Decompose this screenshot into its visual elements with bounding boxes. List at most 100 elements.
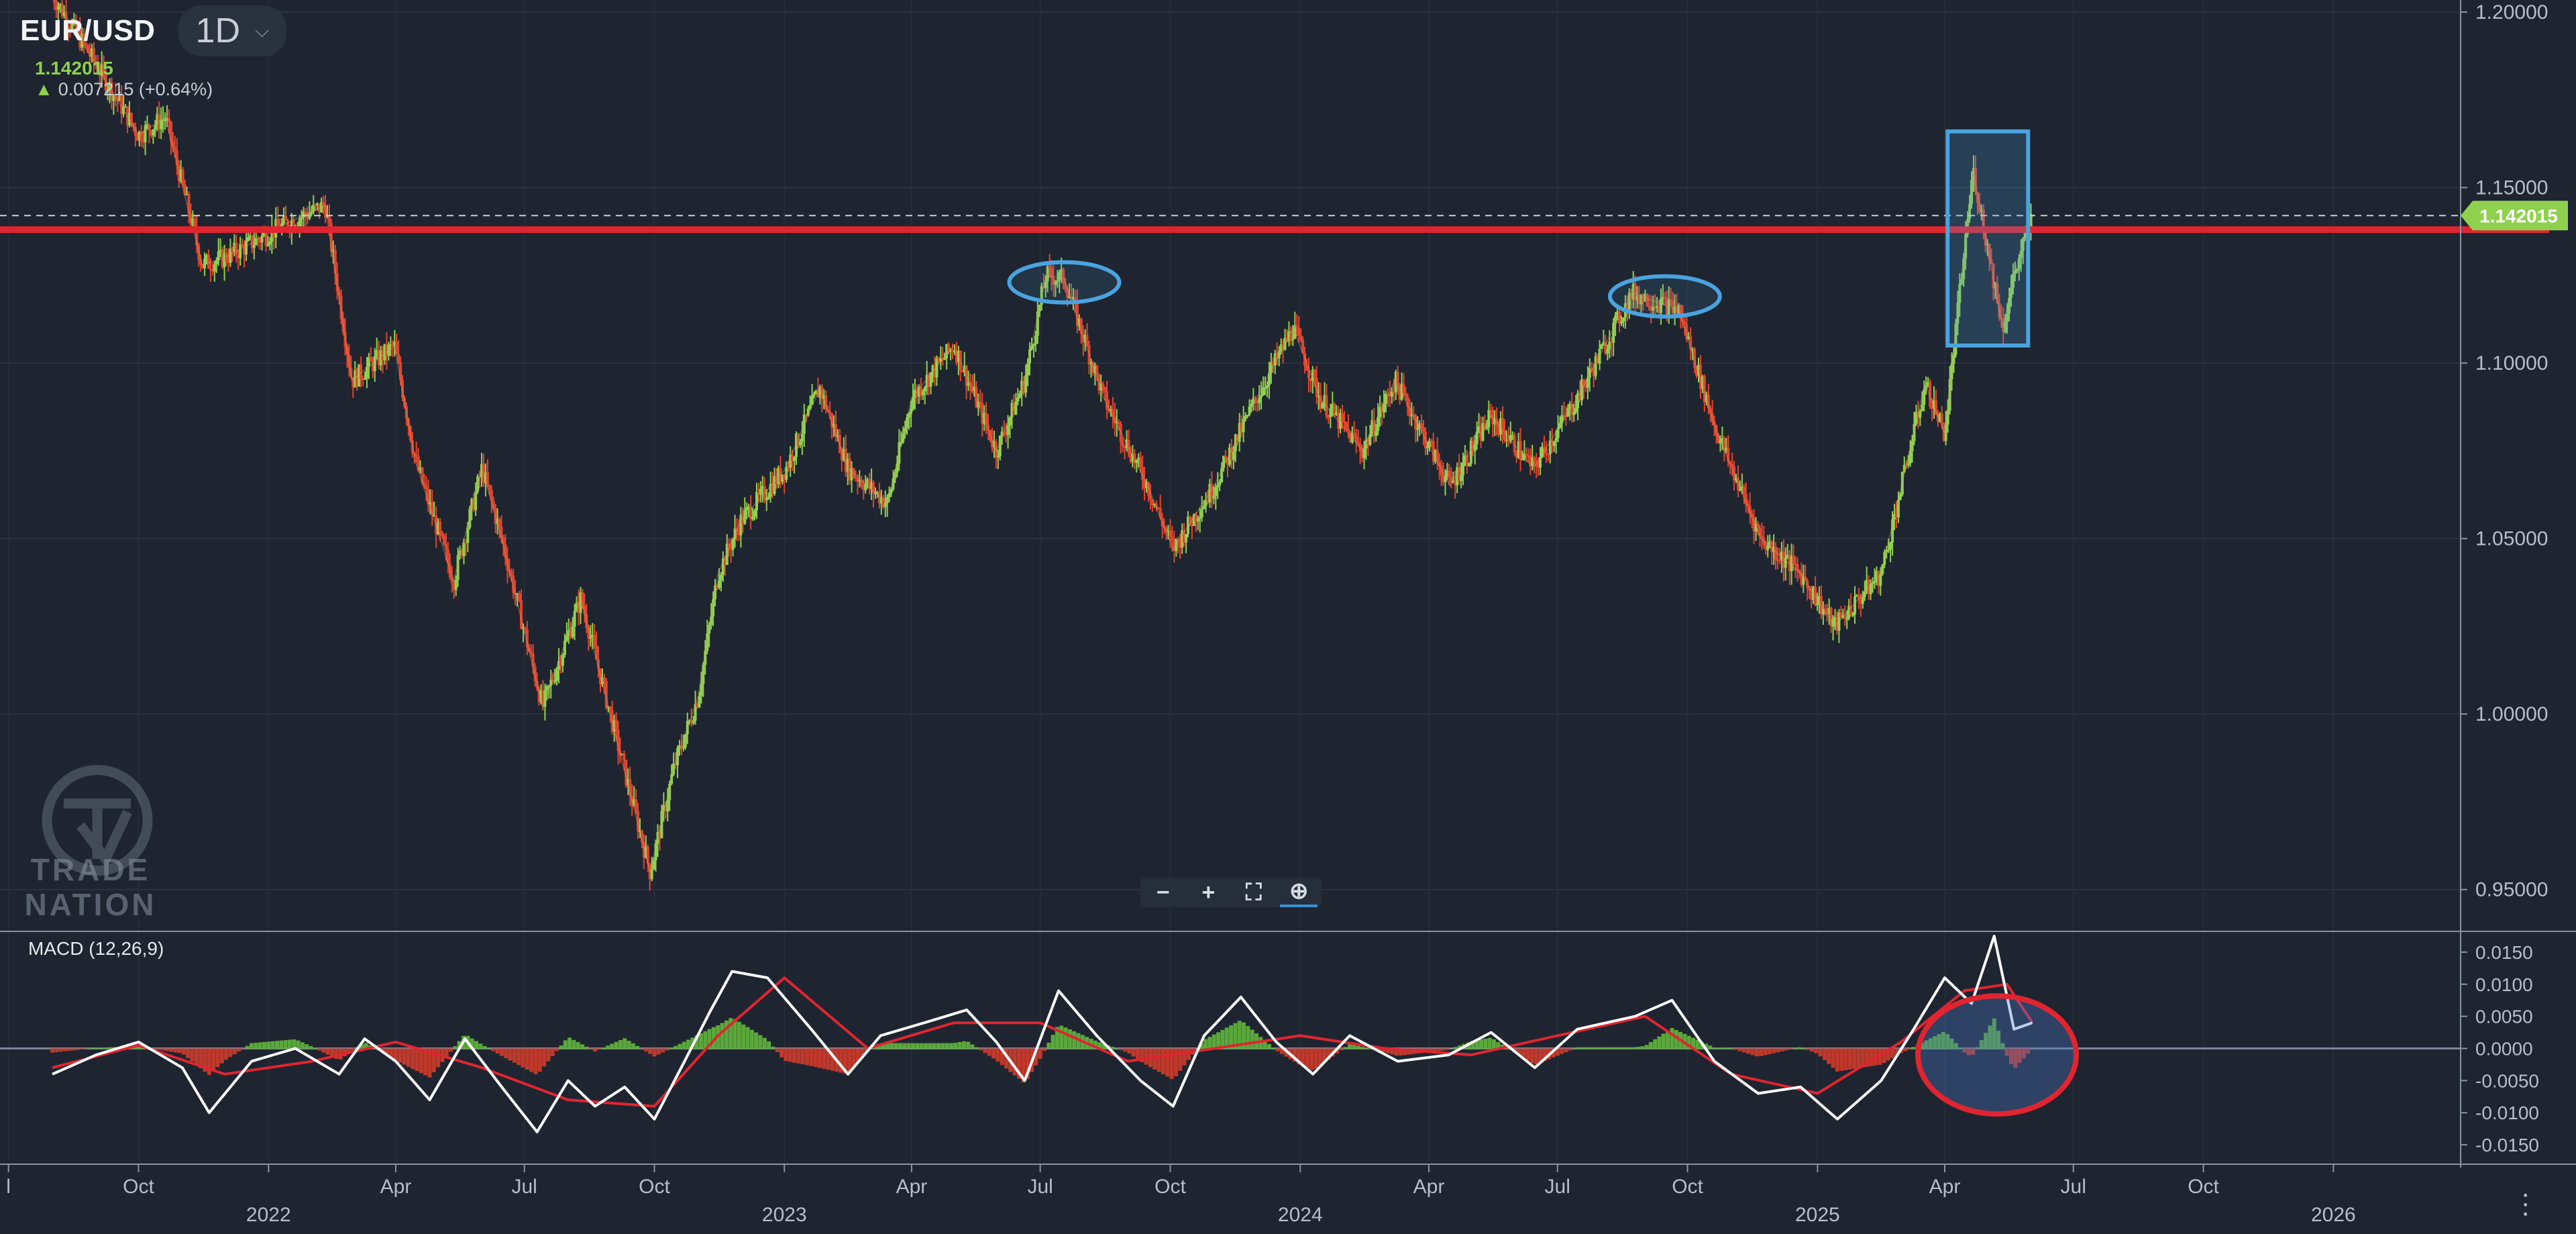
macd-histogram-bar <box>991 1048 996 1059</box>
macd-indicator-label[interactable]: MACD (12,26,9) <box>28 938 164 959</box>
macd-histogram-bar <box>851 1048 856 1068</box>
macd-histogram-bar <box>283 1040 288 1049</box>
macd-histogram-bar <box>325 1048 330 1055</box>
candle-body <box>225 253 228 262</box>
macd-histogram-bar <box>1928 1038 1933 1049</box>
macd-histogram-bar <box>1403 1048 1407 1056</box>
candle-body <box>292 220 295 229</box>
macd-histogram-bar <box>250 1043 254 1049</box>
candle-body <box>652 860 655 870</box>
candle-body <box>650 870 653 880</box>
macd-histogram-bar <box>898 1043 903 1049</box>
macd-histogram-bar <box>1127 1048 1132 1054</box>
candle-body <box>981 403 984 424</box>
macd-histogram-bar <box>1242 1022 1246 1049</box>
macd-histogram-bar <box>1491 1039 1496 1049</box>
candle-body <box>1079 318 1083 334</box>
zoom-out-button[interactable]: − <box>1156 879 1170 905</box>
candle-body <box>1467 463 1470 466</box>
macd-histogram-bar <box>974 1047 979 1049</box>
candle-body <box>345 346 349 355</box>
macd-histogram-bar <box>1093 1040 1097 1049</box>
zoom-reset-button[interactable]: ⊕ <box>1280 878 1318 907</box>
candle-body <box>676 748 680 766</box>
macd-histogram-bar <box>1801 1047 1806 1049</box>
zoom-in-button[interactable]: + <box>1201 879 1216 905</box>
candle-body <box>1058 272 1061 280</box>
candle-body <box>1586 377 1589 388</box>
candle-body <box>1638 296 1641 305</box>
candle-body <box>211 270 214 272</box>
candle-body <box>1485 427 1489 429</box>
candle-body <box>579 592 582 613</box>
macd-histogram-bar <box>262 1041 266 1049</box>
candle-body <box>209 268 212 270</box>
more-options-icon[interactable]: · · · <box>2521 1179 2530 1227</box>
timeframe-dropdown[interactable]: 1D ⌵ <box>178 5 287 56</box>
macd-histogram-bar <box>1911 1047 1916 1049</box>
candle-body <box>308 213 311 219</box>
macd-histogram-bar <box>1157 1048 1161 1072</box>
candle-body <box>1208 484 1212 503</box>
candle-body <box>1085 335 1089 346</box>
macd-histogram-bar <box>1856 1048 1861 1068</box>
macd-histogram-bar <box>474 1041 479 1049</box>
candle-body <box>127 113 131 126</box>
macd-histogram-bar <box>788 1048 792 1062</box>
candle-body <box>828 411 832 413</box>
macd-histogram-bar <box>156 1048 160 1050</box>
candle-body <box>1800 572 1803 585</box>
macd-histogram-bar <box>661 1048 665 1053</box>
candle-body <box>1477 426 1481 432</box>
candle-body <box>439 521 442 533</box>
candle-body <box>777 468 780 484</box>
candle-body <box>600 677 604 684</box>
candle-body <box>199 260 203 264</box>
macd-histogram-bar <box>1648 1042 1653 1049</box>
candle-body <box>658 831 661 839</box>
candle-body <box>1264 387 1267 389</box>
macd-histogram-bar <box>1432 1048 1437 1052</box>
candle-body <box>1220 468 1224 482</box>
macd-histogram-bar <box>762 1037 767 1049</box>
candle-body <box>391 344 394 346</box>
candle-body <box>1448 470 1451 477</box>
macd-histogram-bar <box>1644 1045 1649 1049</box>
macd-histogram-bar <box>1602 1047 1607 1049</box>
candle-body <box>900 442 903 444</box>
macd-histogram-bar <box>780 1048 784 1058</box>
candle-body <box>921 391 924 396</box>
candle-body <box>834 423 837 437</box>
candle-body <box>773 476 776 495</box>
macd-histogram-bar <box>1072 1031 1077 1049</box>
candle-body <box>553 680 557 682</box>
candle-body <box>1677 305 1680 314</box>
candle-body <box>1460 475 1463 481</box>
candle-body <box>1408 407 1411 417</box>
macd-histogram-bar <box>224 1048 229 1060</box>
candle-body <box>888 493 891 498</box>
candle-body <box>1950 363 1953 380</box>
candle-body <box>1766 544 1770 550</box>
candle-body <box>1313 369 1316 378</box>
candle-body <box>1333 403 1336 415</box>
symbol-selector[interactable]: EUR/USD 1D ⌵ <box>20 5 287 56</box>
candle-body <box>1796 564 1799 570</box>
macd-histogram-bar <box>1102 1043 1106 1049</box>
macd-histogram-bar <box>427 1048 432 1078</box>
candle-body <box>1881 564 1884 574</box>
macd-histogram-bar <box>1178 1048 1183 1071</box>
candle-body <box>919 387 922 396</box>
y-tick-label: 1.15000 <box>2475 177 2548 199</box>
candle-body <box>1147 482 1150 496</box>
macd-histogram-bar <box>411 1048 415 1069</box>
candle-body <box>1550 440 1554 446</box>
candle-body <box>1505 440 1508 442</box>
candle-body <box>480 464 484 478</box>
candle-body <box>1344 422 1348 429</box>
macd-histogram-bar <box>1339 1048 1344 1051</box>
macd-histogram-bar <box>1741 1048 1746 1053</box>
candle-body <box>148 124 151 132</box>
fit-screen-button[interactable]: ⛶ <box>1245 879 1262 905</box>
